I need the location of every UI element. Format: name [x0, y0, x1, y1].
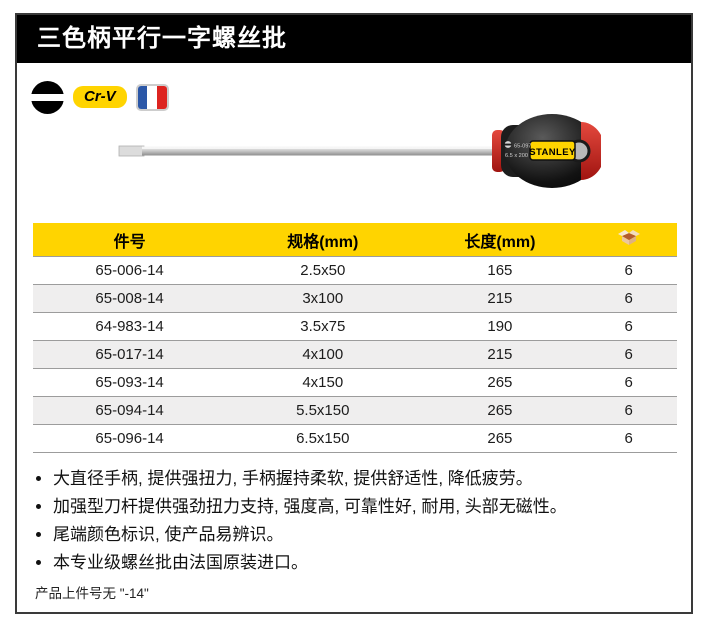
header-length: 长度(mm): [419, 223, 581, 257]
qty-cell: 6: [580, 256, 677, 285]
qty-cell: 6: [580, 284, 677, 313]
table-row: 65-096-14 6.5x150 265 6: [33, 424, 677, 453]
length-cell: 215: [419, 340, 581, 369]
qty-cell: 6: [580, 312, 677, 341]
table-row: 65-093-14 4x150 265 6: [33, 368, 677, 397]
brand-label: STANLEY: [529, 147, 576, 158]
spec-table-body: 65-006-14 2.5x50 165 6 65-008-14 3x100 215 6 64-…: [33, 256, 677, 453]
spec-cell: 4x150: [226, 368, 420, 397]
page-title: 三色柄平行一字螺丝批: [17, 15, 691, 63]
screwdriver-product-image: STANLEY 65-097 6.5 x 200: [118, 114, 601, 188]
table-row: 65-008-14 3x100 215 6: [33, 284, 677, 313]
screwdriver-blade: [118, 145, 498, 157]
part-number-cell: 64-983-14: [33, 312, 227, 341]
feature-list: 大直径手柄, 提供强扭力, 手柄握持柔软, 提供舒适性, 降低疲劳。加强型刀杆提…: [37, 465, 567, 577]
brand-panel: [529, 140, 576, 161]
shaft-highlight: [142, 147, 498, 149]
spec-cell: 4x100: [226, 340, 420, 369]
header-spec: 规格(mm): [226, 223, 420, 257]
spec-cell: 6.5x150: [226, 424, 420, 453]
spec-cell: 2.5x50: [226, 256, 420, 285]
shaft: [142, 146, 498, 156]
feature-item: 加强型刀杆提供强劲扭力支持, 强度高, 可靠性好, 耐用, 头部无磁性。: [53, 493, 567, 521]
part-number-cell: 65-017-14: [33, 340, 227, 369]
table-row: 65-017-14 4x100 215 6: [33, 340, 677, 369]
qty-cell: 6: [580, 424, 677, 453]
table-header-row: 件号 规格(mm) 长度(mm): [33, 223, 677, 257]
flag-blue-stripe: [137, 85, 148, 109]
screwdriver-handle: STANLEY 65-097 6.5 x 200: [492, 114, 601, 188]
france-flag-icon: [135, 83, 169, 111]
footnote: 产品上件号无 "-14": [35, 586, 149, 601]
spec-cell: 3.5x75: [226, 312, 420, 341]
handle-size-text: 6.5 x 200: [505, 153, 528, 159]
qty-cell: 6: [580, 396, 677, 425]
table-row: 65-094-14 5.5x150 265 6: [33, 396, 677, 425]
rear-red-cap: [581, 122, 601, 180]
table-row: 65-006-14 2.5x50 165 6: [33, 256, 677, 285]
part-number-cell: 65-006-14: [33, 256, 227, 285]
content-box: 三色柄平行一字螺丝批 Cr-V: [15, 13, 693, 614]
slotted-tip-icon: [31, 80, 64, 114]
feature-item: 尾端颜色标识, 使产品易辨识。: [53, 521, 567, 549]
length-cell: 165: [419, 256, 581, 285]
part-number-cell: 65-093-14: [33, 368, 227, 397]
spec-cell: 3x100: [226, 284, 420, 313]
spec-table: 件号 规格(mm) 长度(mm) 65-006-14 2.5x50 165: [33, 223, 677, 453]
spec-cell: 5.5x150: [226, 396, 420, 425]
attribute-icons-row: Cr-V: [31, 79, 169, 115]
qty-cell: 6: [580, 368, 677, 397]
handle-code-text: 65-097: [514, 144, 531, 150]
feature-item: 本专业级螺丝批由法国原装进口。: [53, 549, 567, 577]
table-row: 64-983-14 3.5x75 190 6: [33, 312, 677, 341]
length-cell: 265: [419, 424, 581, 453]
header-part-number: 件号: [33, 223, 227, 257]
flag-white-stripe: [147, 85, 158, 109]
length-cell: 190: [419, 312, 581, 341]
part-number-cell: 65-096-14: [33, 424, 227, 453]
length-cell: 265: [419, 368, 581, 397]
length-cell: 215: [419, 284, 581, 313]
mini-slot-glyph: [504, 143, 512, 146]
qty-cell: 6: [580, 340, 677, 369]
crv-steel-badge: Cr-V: [73, 86, 127, 108]
length-cell: 265: [419, 396, 581, 425]
part-number-cell: 65-094-14: [33, 396, 227, 425]
part-number-cell: 65-008-14: [33, 284, 227, 313]
inner-box-icon: [617, 230, 640, 245]
header-qty: [580, 223, 677, 257]
feature-item: 大直径手柄, 提供强扭力, 手柄握持柔软, 提供舒适性, 降低疲劳。: [53, 465, 567, 493]
flat-tip: [118, 145, 145, 157]
flag-red-stripe: [157, 85, 167, 109]
slot-glyph: [31, 93, 64, 101]
